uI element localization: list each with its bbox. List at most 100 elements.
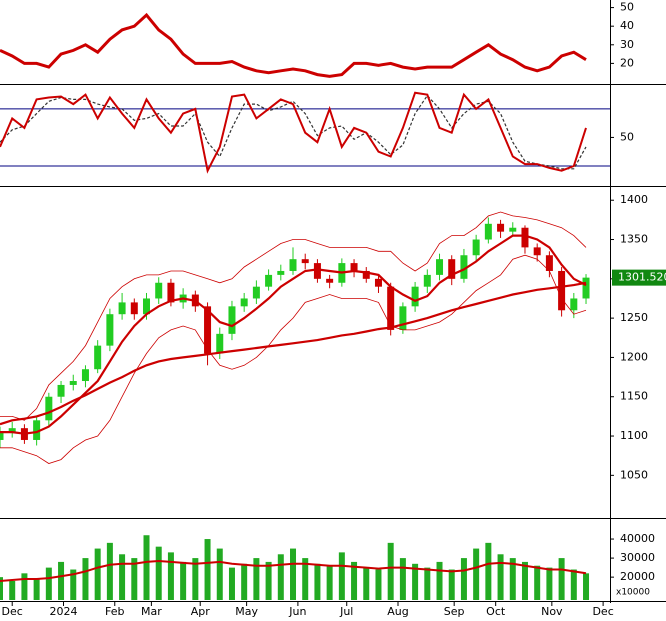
volume-bar xyxy=(180,561,187,600)
candle-body xyxy=(228,306,236,334)
candle-body xyxy=(558,270,566,311)
candle-body xyxy=(448,259,456,279)
candle-body xyxy=(436,259,444,275)
candle-body xyxy=(252,286,260,299)
volume-bar xyxy=(290,548,297,600)
y-tick-label: 1400 xyxy=(620,193,648,206)
volume-bar xyxy=(143,535,150,600)
volume-bar xyxy=(155,546,162,600)
volume-bar xyxy=(302,558,309,600)
volume-bar xyxy=(216,548,223,600)
candle-body xyxy=(216,333,224,354)
candle-body xyxy=(533,247,541,256)
volume-bar xyxy=(94,548,101,600)
candle-body xyxy=(326,278,334,283)
volume-bar xyxy=(326,565,333,600)
volume-bar xyxy=(497,554,504,600)
candle-body xyxy=(130,302,138,315)
series-line xyxy=(0,234,587,435)
volume-bar xyxy=(106,542,113,600)
x-tick-label: Mar xyxy=(141,605,162,618)
x-tick-label: Jun xyxy=(288,605,306,618)
volume-bar xyxy=(33,579,40,600)
candle-body xyxy=(374,278,382,287)
x-tick-label: Feb xyxy=(105,605,124,618)
volume-bar xyxy=(241,563,248,600)
candle-body xyxy=(350,263,358,271)
candle-body xyxy=(509,227,517,232)
y-tick-label: 50 xyxy=(620,130,634,143)
volume-bar xyxy=(534,565,541,600)
candle-body xyxy=(155,282,163,299)
y-tick-label: 40 xyxy=(620,19,634,32)
volume-bar xyxy=(277,554,284,600)
y-tick-label: 20000 xyxy=(620,570,655,583)
candle-body xyxy=(570,298,578,311)
y-tick-label: 1200 xyxy=(620,350,648,363)
volume-bar xyxy=(351,561,358,600)
volume-bar xyxy=(485,542,492,600)
volume-bar xyxy=(583,573,590,600)
y-tick-label: 40000 xyxy=(620,532,655,545)
candle-body xyxy=(423,274,431,287)
candle-body xyxy=(362,270,370,279)
candle-body xyxy=(301,259,309,264)
candle-body xyxy=(81,369,89,382)
volume-bar xyxy=(9,580,16,600)
candle-body xyxy=(497,223,505,232)
volume-bar xyxy=(436,561,443,600)
series-line xyxy=(0,559,587,582)
candle-body xyxy=(94,345,102,370)
series-line xyxy=(0,254,587,464)
candle-body xyxy=(57,384,65,397)
candle-body xyxy=(289,259,297,271)
volume-bar xyxy=(21,573,28,600)
candle-body xyxy=(582,277,590,299)
candle-body xyxy=(545,255,553,271)
y-tick-label: 1150 xyxy=(620,390,648,403)
candle-body xyxy=(167,282,175,303)
volume-bar xyxy=(546,567,553,600)
unit-label: x10000 xyxy=(616,588,650,598)
candle-body xyxy=(399,306,407,330)
x-tick-label: Oct xyxy=(486,605,506,618)
x-tick-label: Nov xyxy=(541,605,563,618)
candle-body xyxy=(8,428,16,433)
candle-body xyxy=(265,274,273,287)
candle-body xyxy=(106,314,114,346)
series-line xyxy=(0,91,587,174)
volume-bar xyxy=(265,561,272,600)
candle-body xyxy=(240,298,248,307)
volume-bar xyxy=(192,558,199,600)
candle-body xyxy=(204,306,212,354)
volume-bar xyxy=(521,561,528,600)
y-tick-label: 1350 xyxy=(620,233,648,246)
volume-bar xyxy=(424,567,431,600)
y-tick-label: 50 xyxy=(620,1,634,14)
candle-body xyxy=(69,381,77,385)
volume-bar xyxy=(448,569,455,600)
y-tick-label: 1100 xyxy=(620,429,648,442)
y-tick-label: 30 xyxy=(620,38,634,51)
volume-bar xyxy=(363,567,370,600)
candle-body xyxy=(472,239,480,256)
candle-body xyxy=(411,286,419,307)
volume-bar xyxy=(70,569,77,600)
last-price-box xyxy=(612,269,666,286)
x-tick-label: Sep xyxy=(444,605,465,618)
volume-bar xyxy=(460,558,467,600)
candle-body xyxy=(460,255,468,279)
volume-bar xyxy=(0,577,3,600)
x-tick-label: Jul xyxy=(339,605,353,618)
volume-bar xyxy=(58,561,65,600)
candle-body xyxy=(387,286,395,330)
volume-bar xyxy=(473,548,480,600)
volume-bar xyxy=(45,567,52,600)
volume-bar xyxy=(131,558,138,600)
x-tick-label: Dec xyxy=(2,605,23,618)
volume-bar xyxy=(570,569,577,600)
y-tick-label: 1250 xyxy=(620,311,648,324)
volume-bar xyxy=(399,558,406,600)
